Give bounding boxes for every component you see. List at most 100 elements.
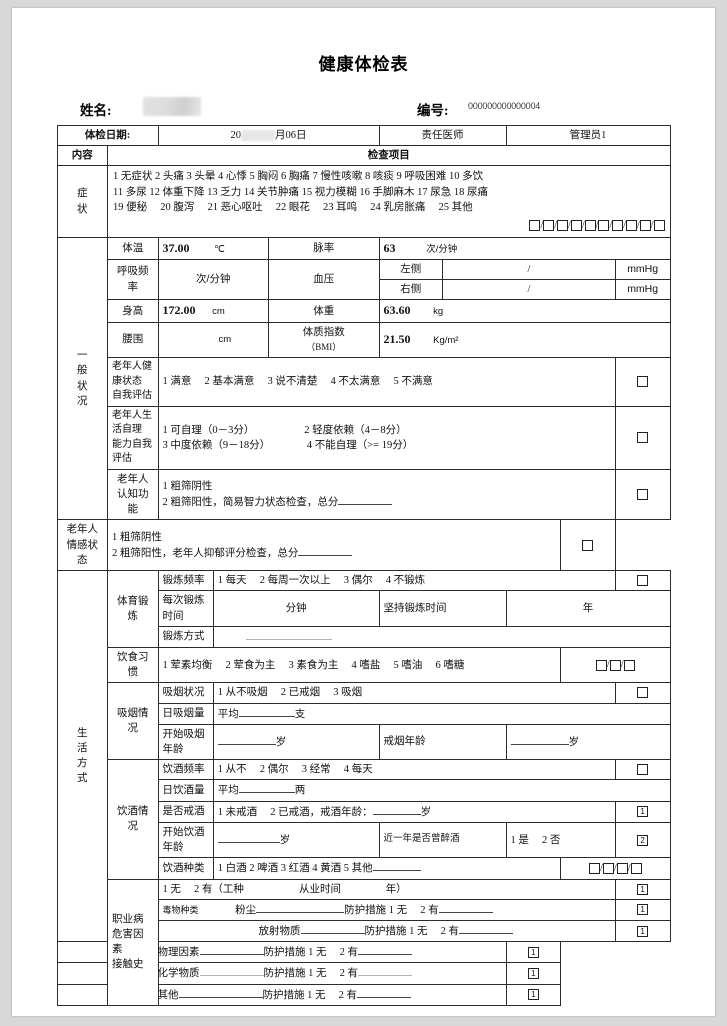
drinking-start-age-row: 开始饮酒年龄 岁 近一年是否曾醉酒 1 是 2 否 2 [57, 821, 671, 859]
pulse-value: 63 [383, 240, 396, 255]
exercise-method-label: 锻炼方式 [157, 625, 214, 648]
symptom-checkbox[interactable] [557, 220, 569, 232]
hazard-name: 其他 [157, 989, 179, 1001]
emotion-line-2: 2 粗筛阳性，老年人抑郁评分检查，总分 [112, 547, 299, 559]
symptom-checkbox[interactable] [612, 220, 624, 232]
symptom-checkbox[interactable] [570, 220, 582, 232]
symptom-checkbox[interactable] [653, 220, 665, 232]
weight-value-cell: 63.60 kg [378, 299, 671, 323]
hazard-value-cell[interactable]: 1 [614, 919, 671, 943]
symptoms-line-1: 1 无症状 2 头痛 3 头晕 4 心悸 5 胸闷 6 胸痛 7 慢性咳嗽 8 … [113, 171, 484, 183]
drinking-type-checkbox-group[interactable]: / / / [560, 857, 671, 880]
health-self-label: 老年人健康状态 自我评估 [107, 357, 159, 407]
drinking-quit-value[interactable]: 1 [637, 806, 649, 818]
waist-label: 腰围 [107, 321, 159, 359]
drinking-type-checkbox[interactable] [630, 862, 642, 874]
drinking-type-row: 饮酒种类 1 白酒 2 啤酒 3 红酒 4 黄酒 5 其他 / / / [57, 857, 671, 880]
hazard-row: 毒物种类 粉尘 防护措施 1 无 2 有 1 [57, 898, 671, 922]
drinking-type-options: 1 白酒 2 啤酒 3 红酒 4 黄酒 5 其他 [212, 857, 562, 880]
hazard-value[interactable]: 1 [527, 946, 539, 958]
lifestyle-section-label: 生活方式 [56, 570, 108, 943]
occupational-main-value-cell[interactable]: 1 [614, 878, 671, 900]
health-self-assessment-row: 老年人健康状态 自我评估 1 满意 2 基本满意 3 说不清楚 4 不太满意 5… [57, 357, 671, 407]
drinking-freq-checkbox[interactable] [637, 764, 649, 776]
diet-checkbox-group[interactable]: / / [560, 646, 671, 684]
hazard-value[interactable]: 1 [527, 989, 539, 1001]
emotion-checkbox-cell[interactable] [560, 519, 616, 572]
bmi-label: 体质指数 [302, 326, 345, 338]
self-care-row: 老年人生活自理 能力自我评估 1 可自理（0－3分） 2 轻度依赖（4－8分） … [57, 405, 671, 470]
height-unit: cm [212, 306, 225, 318]
hazard-value[interactable]: 1 [527, 968, 539, 980]
smoking-daily-value: 平均 支 [212, 702, 671, 725]
symptom-checkbox[interactable] [529, 220, 541, 232]
hazard-value[interactable]: 1 [637, 904, 649, 916]
hazard-value-cell[interactable]: 1 [614, 898, 671, 922]
self-care-checkbox[interactable] [637, 432, 649, 444]
bmi-label-cell: 体质指数 （BMI） [268, 321, 380, 359]
health-self-checkbox-cell[interactable] [614, 357, 671, 407]
waist-bmi-row: 腰围 cm 体质指数 （BMI） 21.50 Kg/m² [57, 321, 671, 359]
drunk-value-cell[interactable]: 2 [614, 821, 671, 859]
symptom-checkbox[interactable] [543, 220, 555, 232]
height-value-cell: 172.00 cm [157, 299, 269, 323]
date-redacted-part [241, 130, 275, 142]
diet-checkbox[interactable] [609, 659, 621, 671]
symptom-checkbox[interactable] [625, 220, 637, 232]
drinking-quit-value-cell[interactable]: 1 [614, 800, 671, 823]
cognition-checkbox-cell[interactable] [614, 468, 671, 521]
exercise-duration-value: 分钟 [212, 590, 380, 627]
symptoms-checkbox-group[interactable]: / / / / / / / / / [113, 219, 665, 234]
occupational-main-value[interactable]: 1 [637, 883, 649, 895]
exercise-duration-row: 每次锻炼时间 分钟 坚持锻炼时间 年 [57, 590, 671, 627]
diet-checkbox[interactable] [596, 659, 608, 671]
drinking-freq-label: 饮酒频率 [157, 759, 214, 781]
exercise-freq-checkbox-cell[interactable] [614, 570, 671, 592]
drinking-freq-checkbox-cell[interactable] [614, 759, 671, 781]
exercise-method-value [212, 625, 671, 648]
content-header: 内容 [56, 145, 108, 167]
drinking-daily-unit: 两 [294, 785, 306, 797]
smoking-status-checkbox-cell[interactable] [614, 682, 671, 704]
height-value: 172.00 [162, 303, 196, 318]
diet-label: 饮食习惯 [107, 646, 159, 684]
exercise-freq-checkbox[interactable] [637, 575, 649, 587]
drunk-value[interactable]: 2 [637, 834, 649, 846]
diet-checkbox[interactable] [623, 659, 635, 671]
drinking-quit-options: 1 未戒酒 2 已戒酒，戒酒年龄：岁 [212, 800, 616, 823]
protection-label: 防护措施 1 无 2 有 [344, 904, 439, 916]
self-care-checkbox-cell[interactable] [614, 405, 671, 470]
hazard-row: 物理因素 防护措施 1 无 2 有 1 [56, 941, 670, 964]
hazard-physical-cell: 物理因素 防护措施 1 无 2 有 [56, 941, 507, 964]
drinking-start-age-value: 岁 [212, 821, 380, 859]
drinking-type-checkbox[interactable] [602, 862, 614, 874]
symptom-checkbox[interactable] [639, 220, 651, 232]
emotion-checkbox[interactable] [582, 539, 594, 551]
respiration-label: 呼吸频率 [107, 258, 159, 301]
emotion-row: 老年人 情感状态 1 粗筛阴性 2 粗筛阳性，老年人抑郁评分检查，总分 [56, 519, 670, 572]
hazard-name: 放射物质 [258, 926, 301, 937]
drinking-type-checkbox[interactable] [616, 862, 628, 874]
smoking-daily-label: 日吸烟量 [157, 702, 214, 725]
hazard-value-cell[interactable]: 1 [505, 941, 562, 964]
bmi-value: 21.50 [383, 332, 411, 347]
cognition-checkbox[interactable] [637, 489, 649, 501]
smoking-status-checkbox[interactable] [637, 687, 649, 699]
protection-label: 防护措施 1 无 2 有 [364, 926, 460, 937]
self-care-options: 1 可自理（0－3分） 2 轻度依赖（4－8分） 3 中度依赖（9－18分） 4… [157, 405, 616, 470]
hazard-value-cell[interactable]: 1 [505, 962, 562, 985]
diet-row: 饮食习惯 1 荤素均衡 2 荤食为主 3 素食为主 4 嗜盐 5 嗜油 6 嗜糖… [57, 646, 671, 684]
symptom-checkbox[interactable] [598, 220, 610, 232]
symptoms-line-3: 19 便秘 20 腹泻 21 恶心呕吐 22 眼花 23 耳鸣 24 乳房胀痛 … [113, 201, 473, 213]
exam-date-value: 20 月06日 [157, 124, 380, 147]
smoking-status-label: 吸烟状况 [157, 682, 214, 704]
hazard-other-cell: 其他 防护措施 1 无 2 有 [56, 983, 507, 1006]
hazard-value[interactable]: 1 [637, 925, 649, 937]
items-header: 检查项目 [107, 145, 671, 167]
symptom-checkbox[interactable] [584, 220, 596, 232]
drinking-type-checkbox[interactable] [589, 862, 601, 874]
bp-left-value: / [442, 258, 616, 281]
hazard-value-cell[interactable]: 1 [505, 983, 562, 1006]
health-self-checkbox[interactable] [637, 376, 649, 388]
occupational-main-line: 1 无 2 有（工种 从业时间 年） [157, 878, 616, 900]
